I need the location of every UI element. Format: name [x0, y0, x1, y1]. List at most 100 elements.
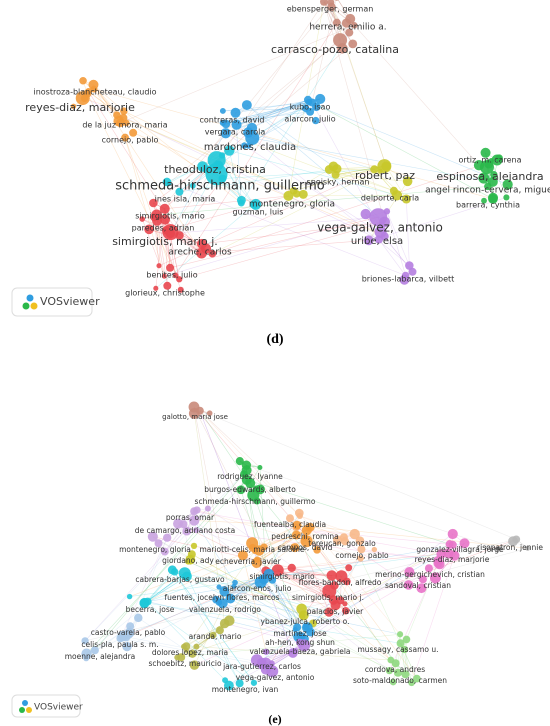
node	[400, 645, 409, 654]
node	[156, 263, 162, 269]
edge	[224, 623, 300, 643]
node-label: simirgiotis, mario	[135, 212, 205, 221]
node-label: giordano, ady	[162, 556, 214, 565]
panel-label: (e)	[268, 712, 281, 726]
node-label: fuentes, jocelyn flores, marcos	[164, 593, 279, 602]
node	[332, 18, 341, 27]
node	[193, 643, 200, 650]
node	[206, 410, 213, 416]
logo-text: VOSviewer	[40, 295, 100, 308]
node	[161, 273, 167, 279]
node	[512, 535, 521, 544]
edge	[94, 88, 494, 200]
edge	[152, 536, 292, 569]
edge	[164, 208, 202, 254]
edge	[252, 137, 493, 183]
edge	[94, 626, 131, 651]
edge	[123, 110, 242, 204]
edge	[164, 511, 195, 552]
edge	[246, 464, 301, 517]
node	[402, 176, 413, 187]
edge	[259, 540, 307, 551]
node	[216, 584, 222, 590]
edge	[199, 410, 294, 654]
edge	[229, 150, 397, 196]
edge	[291, 567, 335, 586]
node-label: ortiz, m. carena	[458, 156, 521, 165]
node	[389, 678, 397, 686]
edge	[156, 186, 488, 216]
node	[374, 235, 384, 244]
node	[408, 679, 415, 687]
node	[218, 174, 227, 183]
node-label: alarcon-enos, julio	[223, 584, 292, 593]
node	[315, 93, 326, 105]
edge	[201, 221, 385, 245]
node	[334, 0, 339, 1]
edge	[291, 567, 330, 592]
node-label: simirgiotis, mario j.	[112, 235, 218, 248]
edge	[225, 101, 310, 125]
node	[218, 152, 226, 159]
edge	[120, 537, 168, 639]
edge	[144, 576, 188, 603]
node	[231, 583, 237, 589]
edge	[188, 561, 236, 583]
node	[429, 572, 441, 584]
node-label: theoduloz, cristina	[164, 163, 266, 176]
edge	[170, 1, 325, 233]
edge	[193, 520, 236, 583]
node	[326, 570, 337, 581]
edge	[144, 573, 185, 604]
node	[166, 263, 175, 272]
node	[134, 613, 143, 623]
node	[343, 577, 351, 586]
edge	[179, 178, 223, 236]
edge	[386, 211, 410, 266]
edge	[228, 600, 341, 686]
node	[480, 147, 491, 158]
edge	[156, 214, 168, 286]
edge	[306, 529, 450, 545]
edge	[125, 569, 278, 638]
edge	[252, 524, 298, 549]
node-label: palacios, javier	[307, 607, 364, 616]
edge	[172, 569, 255, 684]
node	[287, 563, 296, 573]
node	[299, 612, 306, 619]
edge	[248, 132, 375, 170]
edge	[404, 649, 412, 683]
edge	[144, 602, 401, 644]
node-label: montenegro, gloria	[119, 545, 191, 554]
node-label: espinosa, alejandra	[436, 170, 543, 183]
edge	[199, 410, 517, 540]
edge	[128, 578, 265, 635]
node	[196, 247, 208, 259]
node	[173, 518, 184, 529]
edge	[84, 520, 195, 642]
node-label: barrera, cynthia	[456, 201, 520, 210]
edge	[199, 410, 247, 480]
node	[190, 542, 198, 550]
edge	[188, 561, 302, 610]
edge	[435, 543, 465, 579]
node-label: benites, julio	[146, 271, 197, 280]
node	[402, 635, 411, 644]
edge	[215, 581, 261, 600]
edge	[277, 569, 330, 592]
edge	[252, 101, 310, 139]
edge	[299, 512, 401, 635]
node-label: reyes-diaz, marjorie	[25, 101, 135, 114]
node-label: alarcon, julio	[284, 115, 335, 124]
edge	[169, 216, 379, 269]
node	[401, 194, 411, 204]
node-label: montenegro, gloria	[249, 200, 335, 210]
edge	[174, 571, 240, 684]
node-label: mussagy, cassamo u.	[358, 645, 439, 654]
node	[342, 601, 348, 607]
node	[481, 197, 487, 204]
edge	[265, 644, 305, 664]
edge	[260, 582, 311, 633]
node-label: kubo, isao	[290, 103, 331, 112]
edge	[170, 216, 379, 234]
